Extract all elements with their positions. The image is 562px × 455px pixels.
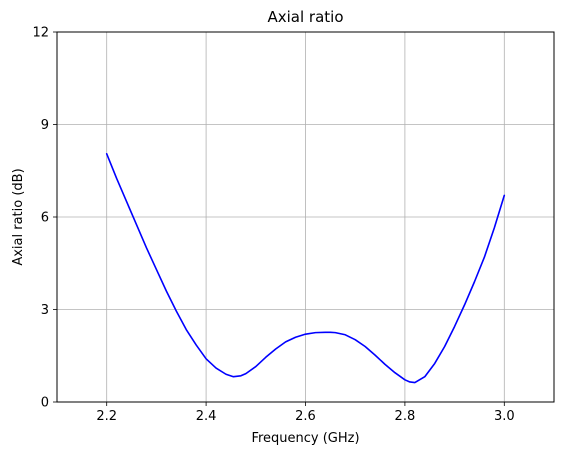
axis-ticks: 2.2 2.4 2.6 2.8 3.0 0 3 6 9 12 <box>32 26 514 425</box>
y-tick-label: 12 <box>32 26 49 41</box>
y-tick-label: 6 <box>41 211 49 226</box>
grid-lines <box>57 31 554 403</box>
y-axis-label: Axial ratio (dB) <box>11 168 26 265</box>
chart-title: Axial ratio <box>267 8 343 26</box>
y-tick-label: 3 <box>41 303 49 318</box>
x-tick-label: 2.8 <box>395 409 416 424</box>
series-line-0 <box>105 152 506 384</box>
plot-area <box>105 152 506 384</box>
y-tick-label: 9 <box>41 118 49 133</box>
x-tick-label: 2.6 <box>295 409 316 424</box>
x-tick-label: 3.0 <box>494 409 515 424</box>
x-tick-label: 2.2 <box>96 409 117 424</box>
x-axis-label: Frequency (GHz) <box>251 431 359 446</box>
y-tick-label: 0 <box>41 396 49 411</box>
x-tick-label: 2.4 <box>196 409 217 424</box>
